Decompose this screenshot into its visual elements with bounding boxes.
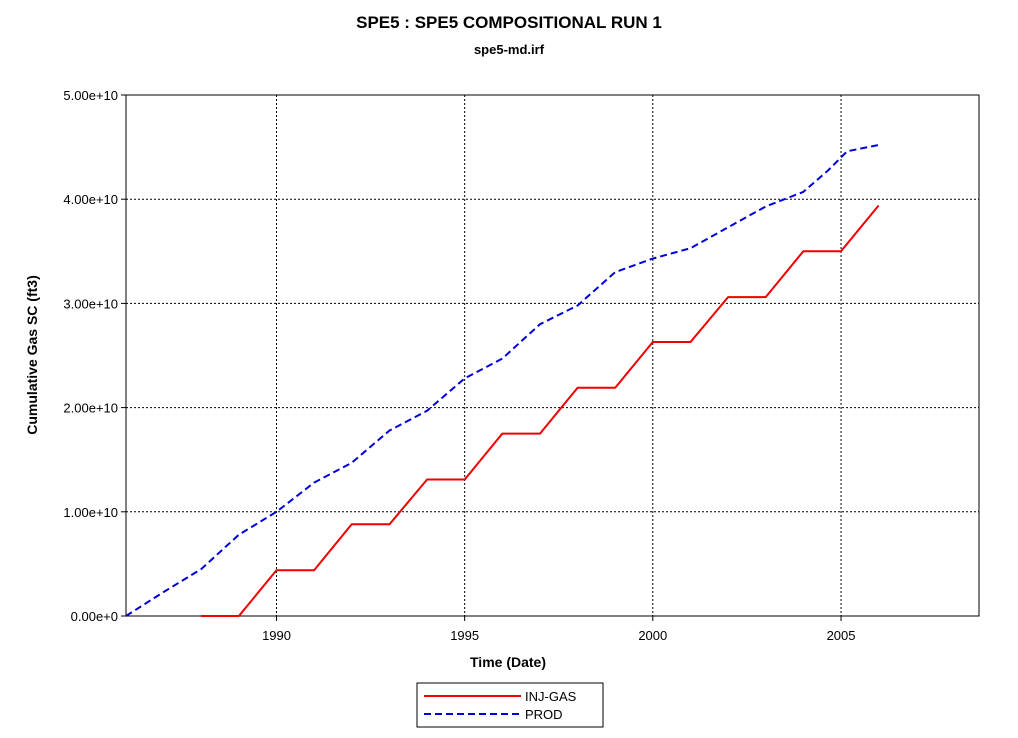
x-tick-label: 1990 (262, 628, 291, 643)
x-axis-label: Time (Date) (470, 654, 546, 670)
y-tick-label: 4.00e+10 (63, 192, 118, 207)
y-tick-label: 0.00e+0 (71, 609, 118, 624)
y-tick-label: 3.00e+10 (63, 296, 118, 311)
chart-subtitle: spe5-md.irf (474, 42, 545, 57)
legend-label-inj-gas: INJ-GAS (525, 689, 577, 704)
y-tick-label: 5.00e+10 (63, 88, 118, 103)
x-tick-label: 2000 (638, 628, 667, 643)
chart-title: SPE5 : SPE5 COMPOSITIONAL RUN 1 (356, 13, 662, 32)
y-axis-label: Cumulative Gas SC (ft3) (24, 275, 40, 434)
x-tick-label: 1995 (450, 628, 479, 643)
axis-ticks: 0.00e+0 1.00e+10 2.00e+10 3.00e+10 4.00e+10 5… (63, 88, 855, 643)
y-tick-label: 1.00e+10 (63, 505, 118, 520)
legend-label-prod: PROD (525, 707, 563, 722)
plot-area (125, 94, 980, 617)
series-line-prod (125, 144, 879, 617)
y-tick-label: 2.00e+10 (63, 401, 118, 416)
x-tick-label: 2005 (827, 628, 856, 643)
series-line-inj-gas (201, 204, 880, 617)
series-layer (125, 144, 880, 617)
grid (126, 95, 979, 616)
legend: INJ-GAS PROD (416, 682, 604, 728)
legend-box (416, 682, 604, 728)
